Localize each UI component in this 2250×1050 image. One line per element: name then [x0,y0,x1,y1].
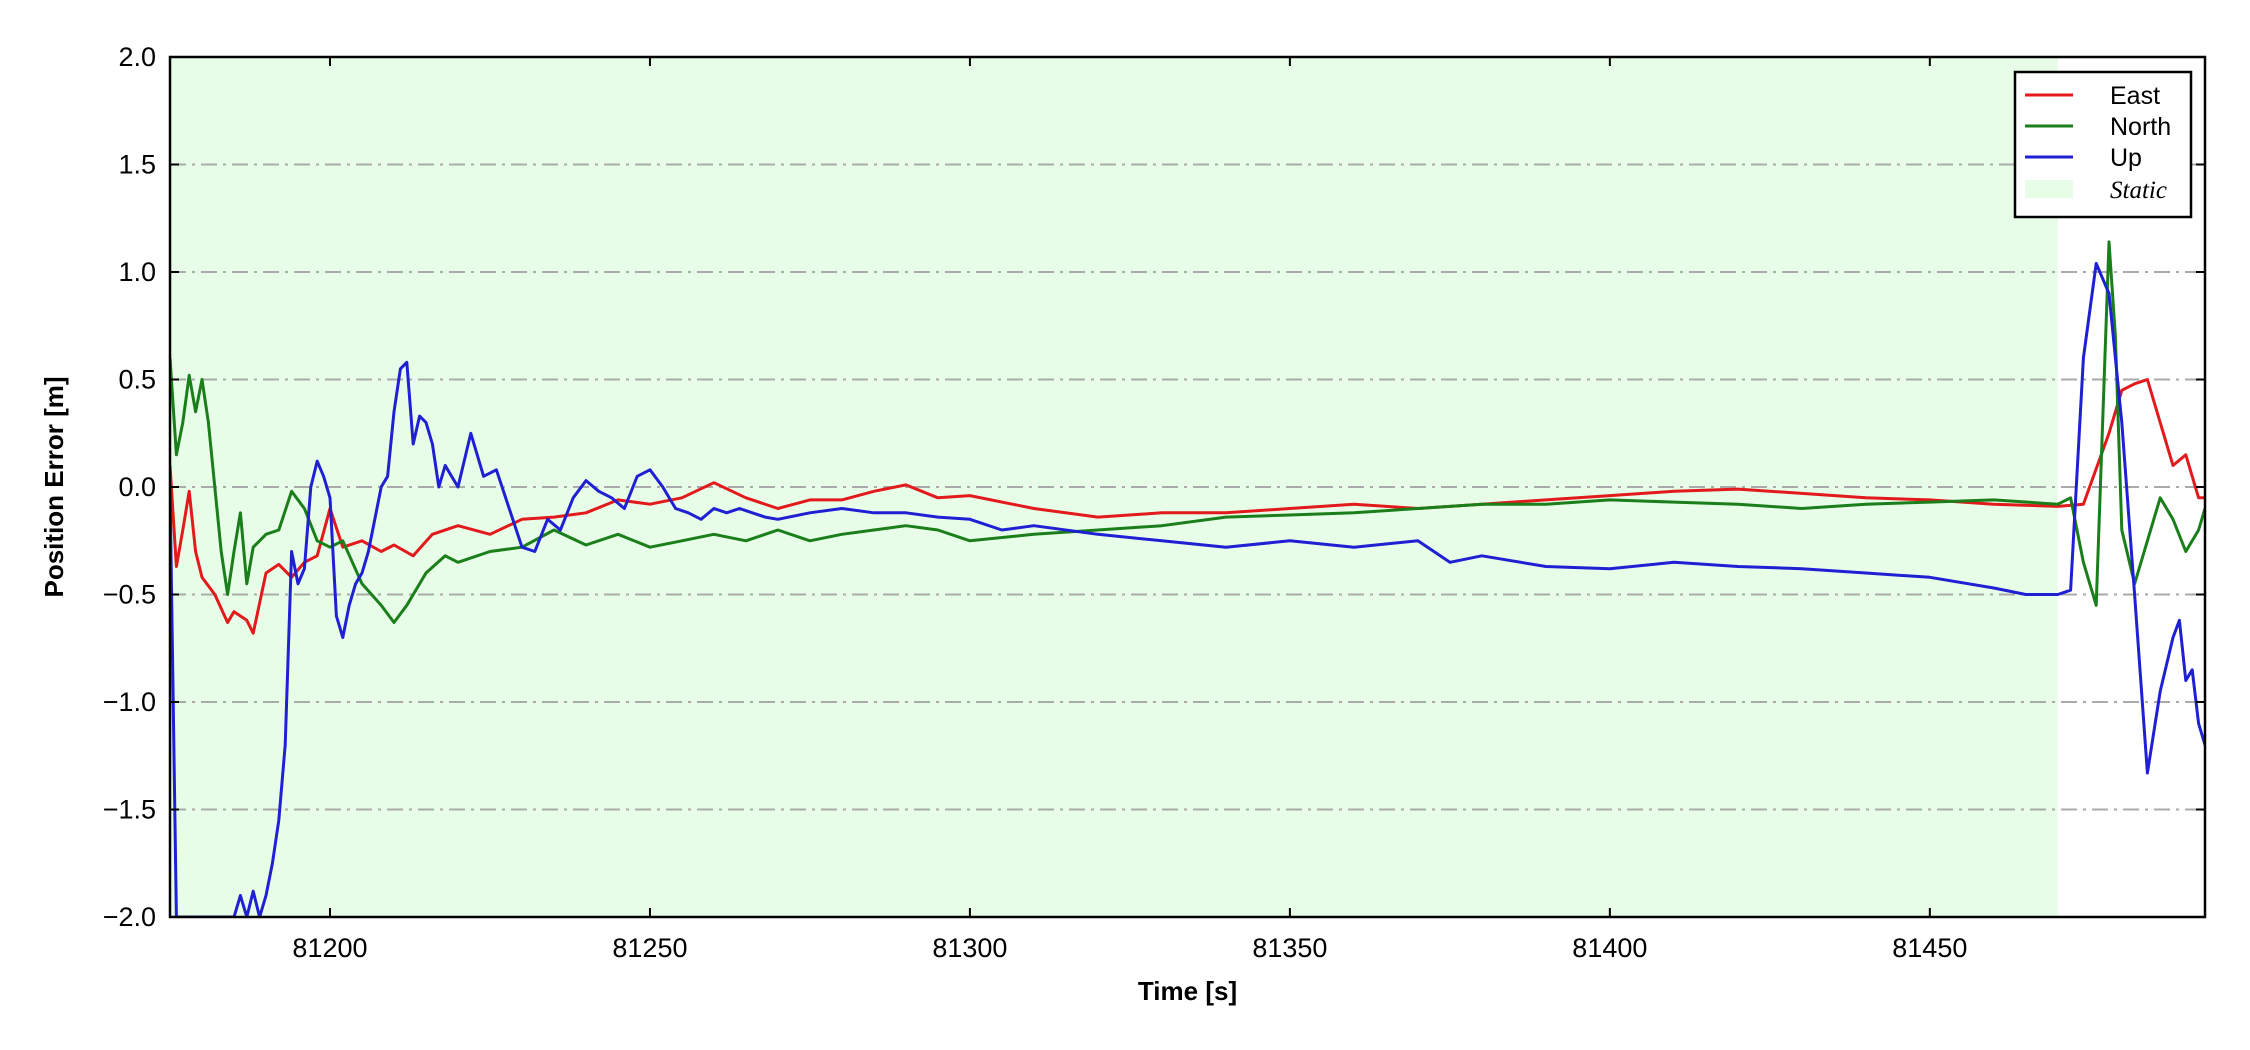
y-tick-label: 0.5 [118,365,156,395]
y-tick-label: 0.0 [118,472,156,502]
y-tick-label: −1.5 [103,795,156,825]
legend-label-north: North [2110,113,2171,141]
series-line-north [170,240,2205,624]
legend-label-east: East [2110,82,2160,110]
x-tick-label: 81200 [292,933,367,963]
legend-label-up: Up [2110,144,2142,172]
x-tick-label: 81300 [932,933,1007,963]
x-tick-label: 81350 [1252,933,1327,963]
legend-label-static: Static [2110,177,2167,204]
x-tick-label: 81250 [612,933,687,963]
y-tick-label: −2.0 [103,902,156,932]
series-line-up [170,261,2205,917]
axis-ticks: 81200 81250 81300 81350 81400 81450 −2.0 −1.5 −1… [103,42,2205,963]
x-axis-label: Time [s] [1138,976,1237,1006]
legend: East North Up Static [2013,70,2193,219]
x-tick-label: 81450 [1892,933,1967,963]
y-tick-label: 2.0 [118,42,156,72]
y-tick-label: −0.5 [103,580,156,610]
y-tick-label: 1.5 [118,150,156,180]
y-tick-label: 1.0 [118,257,156,287]
y-axis-label: Position Error [m] [39,376,69,597]
y-tick-label: −1.0 [103,687,156,717]
x-tick-label: 81400 [1572,933,1647,963]
series-line-east [170,378,2205,635]
legend-patch-static [2025,180,2073,198]
series-lines [170,240,2205,917]
